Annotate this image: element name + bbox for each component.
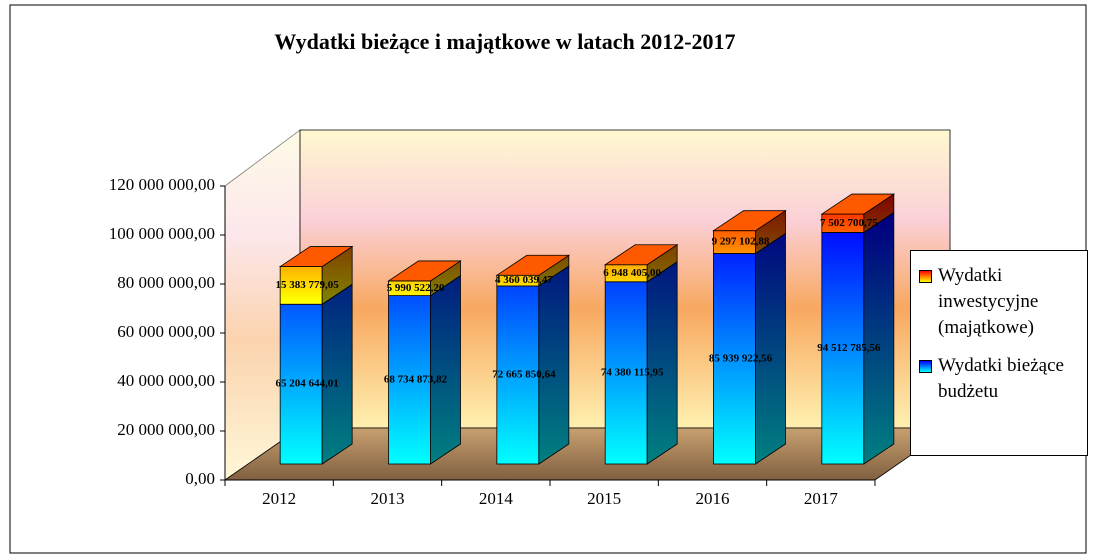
bar-top: [495, 254, 571, 276]
y-tick-label: 60 000 000,00: [117, 322, 215, 341]
x-tick-label: 2015: [587, 489, 621, 508]
value-label: 5 990 522,20: [387, 282, 445, 294]
bar-top: [278, 246, 354, 267]
bar-side: [863, 211, 895, 465]
bar-front: [496, 285, 540, 465]
y-tick-label: 120 000 000,00: [109, 175, 215, 194]
bar-top: [387, 260, 462, 282]
value-label: 4 360 039,47: [495, 274, 553, 286]
value-label: 6 948 405,00: [603, 267, 661, 279]
legend: Wydatki inwestycyjne (majątkowe) Wydatki …: [910, 250, 1088, 456]
value-label: 9 297 102,88: [712, 236, 770, 248]
value-label: 94 512 785,56: [817, 342, 881, 354]
x-tick-label: 2013: [371, 489, 405, 508]
bar-top: [820, 193, 896, 215]
bar-side: [646, 261, 678, 465]
y-tick-label: 100 000 000,00: [109, 224, 215, 243]
y-tick-label: 80 000 000,00: [117, 273, 215, 292]
legend-swatch: [919, 270, 932, 283]
bar-top: [603, 244, 679, 266]
legend-item: Wydatki bieżące budżetu: [919, 353, 1083, 405]
bar-side: [430, 274, 461, 465]
chart-title: Wydatki bieżące i majątkowe w latach 201…: [274, 29, 735, 54]
legend-swatch: [919, 360, 932, 373]
legend-item: Wydatki inwestycyjne (majątkowe): [919, 263, 1083, 341]
value-label: 15 383 779,05: [276, 279, 340, 291]
bar-front: [279, 303, 323, 465]
x-tick-label: 2016: [696, 489, 730, 508]
x-tick-label: 2014: [479, 489, 514, 508]
y-tick-label: 20 000 000,00: [117, 420, 215, 439]
legend-label: Wydatki bieżące budżetu: [938, 355, 1064, 402]
bar-front: [279, 266, 323, 305]
bar-side: [755, 232, 786, 465]
y-tick-label: 0,00: [185, 469, 215, 488]
x-tick-label: 2012: [262, 489, 296, 508]
value-label: 72 665 850,64: [492, 369, 556, 381]
value-label: 68 734 873,82: [384, 373, 448, 385]
legend-label: Wydatki inwestycyjne (majątkowe): [938, 265, 1039, 338]
bar-side: [538, 265, 570, 465]
value-label: 7 502 700,75: [820, 217, 878, 229]
y-tick-label: 40 000 000,00: [117, 371, 215, 390]
value-label: 65 204 644,01: [276, 378, 339, 390]
value-label: 85 939 922,56: [709, 352, 773, 364]
x-tick-label: 2017: [804, 489, 839, 508]
bar-side: [321, 283, 353, 465]
bar-top: [712, 210, 787, 232]
value-label: 74 380 115,95: [601, 366, 664, 378]
